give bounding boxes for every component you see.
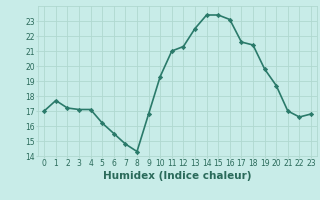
X-axis label: Humidex (Indice chaleur): Humidex (Indice chaleur) xyxy=(103,171,252,181)
